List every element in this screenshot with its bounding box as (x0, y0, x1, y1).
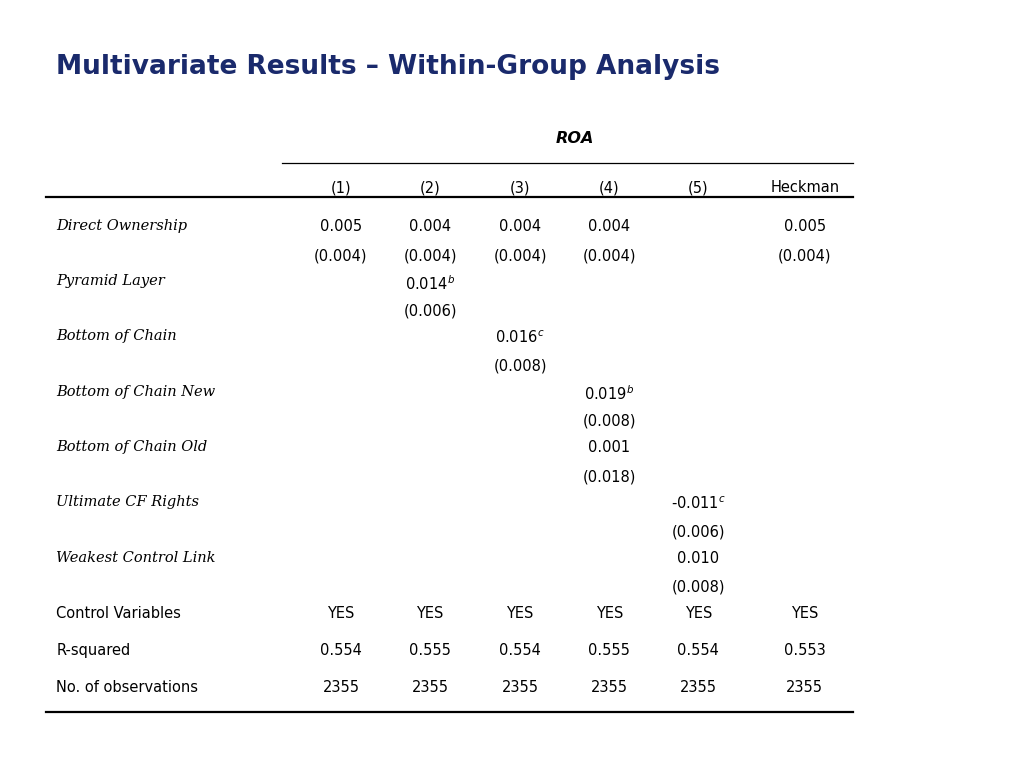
Text: (0.008): (0.008) (494, 359, 547, 374)
Text: Pyramid Layer: Pyramid Layer (56, 274, 165, 288)
Text: 0.016$^{c}$: 0.016$^{c}$ (496, 329, 545, 346)
Text: 0.555: 0.555 (589, 643, 630, 658)
Text: (0.006): (0.006) (672, 525, 725, 540)
Text: Control Variables: Control Variables (56, 606, 181, 621)
Text: 0.554: 0.554 (678, 643, 719, 658)
Text: YES: YES (792, 606, 818, 621)
Text: YES: YES (685, 606, 712, 621)
Text: YES: YES (596, 606, 623, 621)
Text: (0.018): (0.018) (583, 469, 636, 485)
Text: 2355: 2355 (680, 680, 717, 695)
Text: -0.011$^{c}$: -0.011$^{c}$ (671, 495, 726, 512)
Text: 0.010: 0.010 (677, 551, 720, 566)
Text: Bottom of Chain New: Bottom of Chain New (56, 385, 215, 399)
Text: 0.004: 0.004 (499, 219, 542, 234)
Text: (1): (1) (331, 180, 351, 196)
Text: No. of observations: No. of observations (56, 680, 199, 695)
Text: 0.001: 0.001 (588, 440, 631, 455)
Text: 2355: 2355 (412, 680, 449, 695)
Text: (2): (2) (420, 180, 440, 196)
Text: (0.008): (0.008) (672, 580, 725, 595)
Text: 0.005: 0.005 (783, 219, 826, 234)
Text: Bottom of Chain Old: Bottom of Chain Old (56, 440, 208, 454)
Text: ROA: ROA (556, 131, 594, 146)
Text: 0.555: 0.555 (410, 643, 451, 658)
Text: 2355: 2355 (591, 680, 628, 695)
Text: 0.014$^{b}$: 0.014$^{b}$ (406, 274, 455, 293)
Text: (3): (3) (510, 180, 530, 196)
Text: 0.554: 0.554 (500, 643, 541, 658)
Text: R-squared: R-squared (56, 643, 131, 658)
Text: (5): (5) (688, 180, 709, 196)
Text: (0.008): (0.008) (583, 414, 636, 429)
Text: Weakest Control Link: Weakest Control Link (56, 551, 216, 564)
Text: 0.004: 0.004 (588, 219, 631, 234)
Text: 0.553: 0.553 (784, 643, 825, 658)
Text: Bottom of Chain: Bottom of Chain (56, 329, 177, 343)
Text: 0.019$^{b}$: 0.019$^{b}$ (585, 385, 634, 403)
Text: Direct Ownership: Direct Ownership (56, 219, 187, 233)
Text: YES: YES (417, 606, 443, 621)
Text: (0.004): (0.004) (494, 248, 547, 263)
Text: 0.004: 0.004 (409, 219, 452, 234)
Text: (0.004): (0.004) (314, 248, 368, 263)
Text: 2355: 2355 (786, 680, 823, 695)
Text: (0.004): (0.004) (583, 248, 636, 263)
Text: 2355: 2355 (323, 680, 359, 695)
Text: 2355: 2355 (502, 680, 539, 695)
Text: YES: YES (328, 606, 354, 621)
Text: (4): (4) (599, 180, 620, 196)
Text: (0.004): (0.004) (778, 248, 831, 263)
Text: YES: YES (507, 606, 534, 621)
Text: (0.004): (0.004) (403, 248, 457, 263)
Text: 0.005: 0.005 (319, 219, 362, 234)
Text: (0.006): (0.006) (403, 303, 457, 319)
Text: 0.554: 0.554 (321, 643, 361, 658)
Text: Multivariate Results – Within-Group Analysis: Multivariate Results – Within-Group Anal… (56, 54, 720, 80)
Text: Ultimate CF Rights: Ultimate CF Rights (56, 495, 200, 509)
Text: Heckman: Heckman (770, 180, 840, 196)
